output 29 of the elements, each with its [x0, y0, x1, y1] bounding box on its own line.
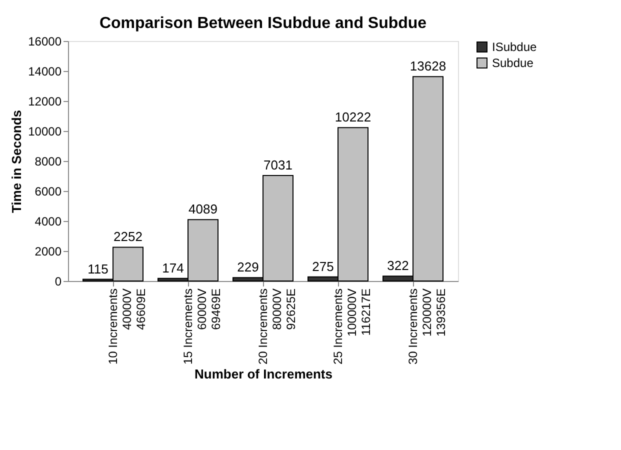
x-tick-label: 25 Increments 100000V 116217E [331, 288, 373, 365]
chart-title: Comparison Between ISubdue and Subdue [99, 15, 427, 32]
y-tick-label: 0 [54, 274, 62, 288]
legend-label: Subdue [492, 56, 534, 70]
data-label: 174 [162, 260, 184, 276]
data-label: 275 [312, 258, 334, 274]
y-tick-label: 8000 [34, 154, 62, 168]
data-label: 2252 [114, 229, 142, 244]
x-tick-label: 20 Increments 80000V 92625E [256, 288, 298, 365]
data-label: 322 [387, 258, 409, 274]
legend-label: ISubdue [492, 40, 538, 54]
data-label: 7031 [264, 158, 292, 173]
x-tick-label: 10 Increments 40000V 46609E [106, 288, 148, 365]
y-tick-label: 14000 [28, 64, 62, 78]
y-axis-title: Time in Seconds [9, 110, 24, 214]
y-tick-label: 16000 [28, 34, 62, 48]
y-tick-label: 6000 [34, 184, 62, 198]
data-label: 4089 [188, 202, 218, 217]
x-tick-label: 15 Increments 60000V 69469E [181, 288, 223, 365]
y-tick-label: 10000 [28, 124, 62, 138]
x-tick-label: 30 Increments 120000V 139356E [406, 288, 448, 365]
data-label: 115 [88, 261, 108, 276]
data-label: 10222 [334, 110, 372, 125]
data-label: 229 [237, 260, 259, 275]
y-tick-label: 12000 [28, 94, 62, 108]
data-label: 13628 [410, 58, 446, 74]
x-axis-title: Number of Increments [194, 366, 332, 382]
y-tick-label: 2000 [34, 244, 62, 258]
y-tick-label: 4000 [34, 214, 62, 228]
